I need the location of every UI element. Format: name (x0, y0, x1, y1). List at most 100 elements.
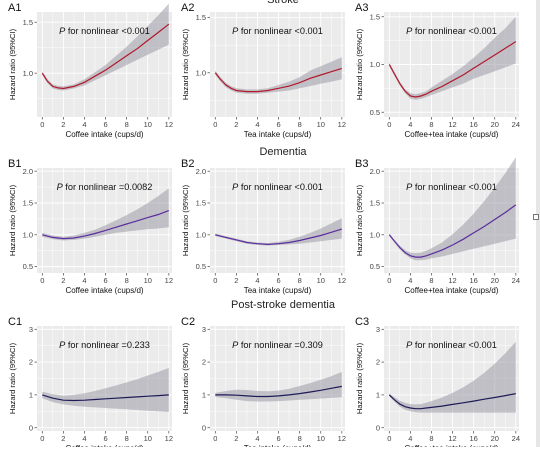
x-tick-label: 8 (298, 434, 302, 443)
x-tick-label: 2 (234, 434, 238, 443)
y-tick-label: 0.5 (23, 262, 33, 271)
x-tick-label: 8 (298, 276, 302, 285)
p-symbol: P (406, 26, 413, 36)
x-tick-label: 4 (82, 276, 86, 285)
x-tick-label: 8 (125, 120, 129, 129)
x-tick-label: 8 (125, 276, 129, 285)
y-tick-label: 2.0 (23, 167, 33, 176)
p-symbol: P (57, 182, 64, 192)
x-tick-label: 2 (61, 276, 65, 285)
hazard-ratio-line (214, 67, 342, 93)
y-axis-label: Hazard ratio (95%CI) (181, 28, 190, 100)
x-tick-label: 12 (165, 434, 173, 443)
x-tick-label: 0 (40, 434, 44, 443)
p-value-text: for nonlinear <0.001 (412, 182, 497, 192)
y-axis-label: Hazard ratio (95%CI) (8, 342, 17, 414)
x-tick-label: 16 (469, 120, 477, 129)
p-symbol: P (406, 340, 413, 350)
panel-A3: A3 P for nonlinear <0.001 0 4 8 12 16 20 24 0.5 1.… (355, 2, 520, 139)
x-tick-label: 4 (82, 434, 86, 443)
y-axis-label: Hazard ratio (95%CI) (8, 184, 17, 256)
p-nonlinear-annotation: P for nonlinear =0.233 (59, 340, 150, 350)
y-tick-label: 2 (376, 358, 380, 367)
panel-label: C3 (355, 316, 369, 328)
x-tick-label: 24 (512, 434, 520, 443)
y-tick-label: 3 (202, 325, 206, 334)
x-tick-label: 12 (448, 120, 456, 129)
p-value-text: for nonlinear <0.001 (238, 26, 323, 36)
panel-C1: C1P for nonlinear =0.2330246810120123Cof… (8, 316, 173, 452)
x-tick-label: 12 (165, 120, 173, 129)
y-tick-label: 0.5 (370, 262, 380, 271)
x-tick-label: 0 (213, 434, 217, 443)
confidence-band (215, 57, 342, 94)
x-tick-label: 12 (448, 434, 456, 443)
p-nonlinear-annotation: P for nonlinear <0.001 (406, 340, 497, 350)
p-value-text: for nonlinear =0.233 (65, 340, 150, 350)
p-symbol: P (59, 340, 66, 350)
y-axis-label: Hazard ratio (95%CI) (355, 342, 364, 414)
x-tick-label: 24 (512, 120, 520, 129)
x-tick-label: 20 (491, 120, 499, 129)
panel-B1: B1 P for nonlinear =0.0082 0 2 4 6 8 10 12 0.5 1.0… (8, 158, 173, 295)
x-tick-label: 6 (276, 276, 280, 285)
y-axis-label: Hazard ratio (95%CI) (8, 28, 17, 100)
x-tick-label: 0 (213, 120, 217, 129)
x-tick-label: 6 (276, 120, 280, 129)
y-tick-label: 1.0 (196, 68, 206, 77)
x-axis-label: Tea intake (cups/d) (244, 286, 312, 295)
confidence-band (215, 218, 342, 246)
y-axis-label: Hazard ratio (95%CI) (355, 184, 364, 256)
resize-handle[interactable] (533, 214, 539, 220)
x-tick-label: 4 (408, 276, 412, 285)
p-nonlinear-annotation: P for nonlinear <0.001 (406, 26, 497, 36)
confidence-band (215, 371, 342, 402)
p-nonlinear-annotation: P for nonlinear <0.001 (232, 182, 323, 192)
x-tick-label: 4 (408, 434, 412, 443)
x-tick-label: 0 (213, 276, 217, 285)
panel-label: C1 (8, 316, 22, 328)
p-value-text: for nonlinear =0.0082 (63, 182, 153, 192)
x-tick-label: 10 (317, 120, 325, 129)
y-tick-label: 1.5 (23, 199, 33, 208)
y-tick-label: 1.0 (370, 60, 380, 69)
y-tick-label: 1.0 (23, 69, 33, 78)
panel-label: C2 (181, 316, 195, 328)
y-tick-label: 1 (29, 391, 33, 400)
panel-label: A2 (181, 2, 194, 14)
p-nonlinear-annotation: P for nonlinear =0.309 (232, 340, 323, 350)
p-symbol: P (406, 182, 413, 192)
x-tick-label: 4 (82, 120, 86, 129)
confidence-band (42, 188, 169, 241)
x-tick-label: 2 (234, 276, 238, 285)
p-nonlinear-annotation: P for nonlinear <0.001 (406, 182, 497, 192)
confidence-band (389, 341, 516, 413)
x-tick-label: 6 (103, 276, 107, 285)
row-title: Post-stroke dementia (231, 299, 336, 311)
p-value-text: for nonlinear =0.309 (238, 340, 323, 350)
x-axis-label: Coffee+tea intake (cups/d) (405, 130, 499, 139)
x-axis-label: Coffee intake (cups/d) (65, 130, 143, 139)
x-tick-label: 6 (103, 120, 107, 129)
x-tick-label: 12 (338, 434, 346, 443)
x-tick-label: 2 (61, 434, 65, 443)
plot-background (210, 168, 345, 273)
x-tick-label: 4 (408, 120, 412, 129)
y-tick-label: 1 (376, 391, 380, 400)
x-tick-label: 10 (317, 434, 325, 443)
p-symbol: P (59, 26, 66, 36)
x-tick-label: 10 (317, 276, 325, 285)
x-tick-label: 0 (387, 276, 391, 285)
x-tick-label: 8 (125, 434, 129, 443)
y-tick-label: 2.0 (196, 167, 206, 176)
x-tick-label: 4 (255, 434, 259, 443)
panel-B3: B3 P for nonlinear <0.001 0 4 8 12 16 20 24 0.5 1.… (355, 157, 520, 295)
p-nonlinear-annotation: P for nonlinear =0.0082 (57, 182, 153, 192)
y-tick-label: 2 (29, 358, 33, 367)
p-nonlinear-annotation: P for nonlinear <0.001 (59, 26, 150, 36)
x-tick-label: 10 (144, 276, 152, 285)
panel-label: B3 (355, 158, 368, 170)
x-tick-label: 12 (338, 120, 346, 129)
